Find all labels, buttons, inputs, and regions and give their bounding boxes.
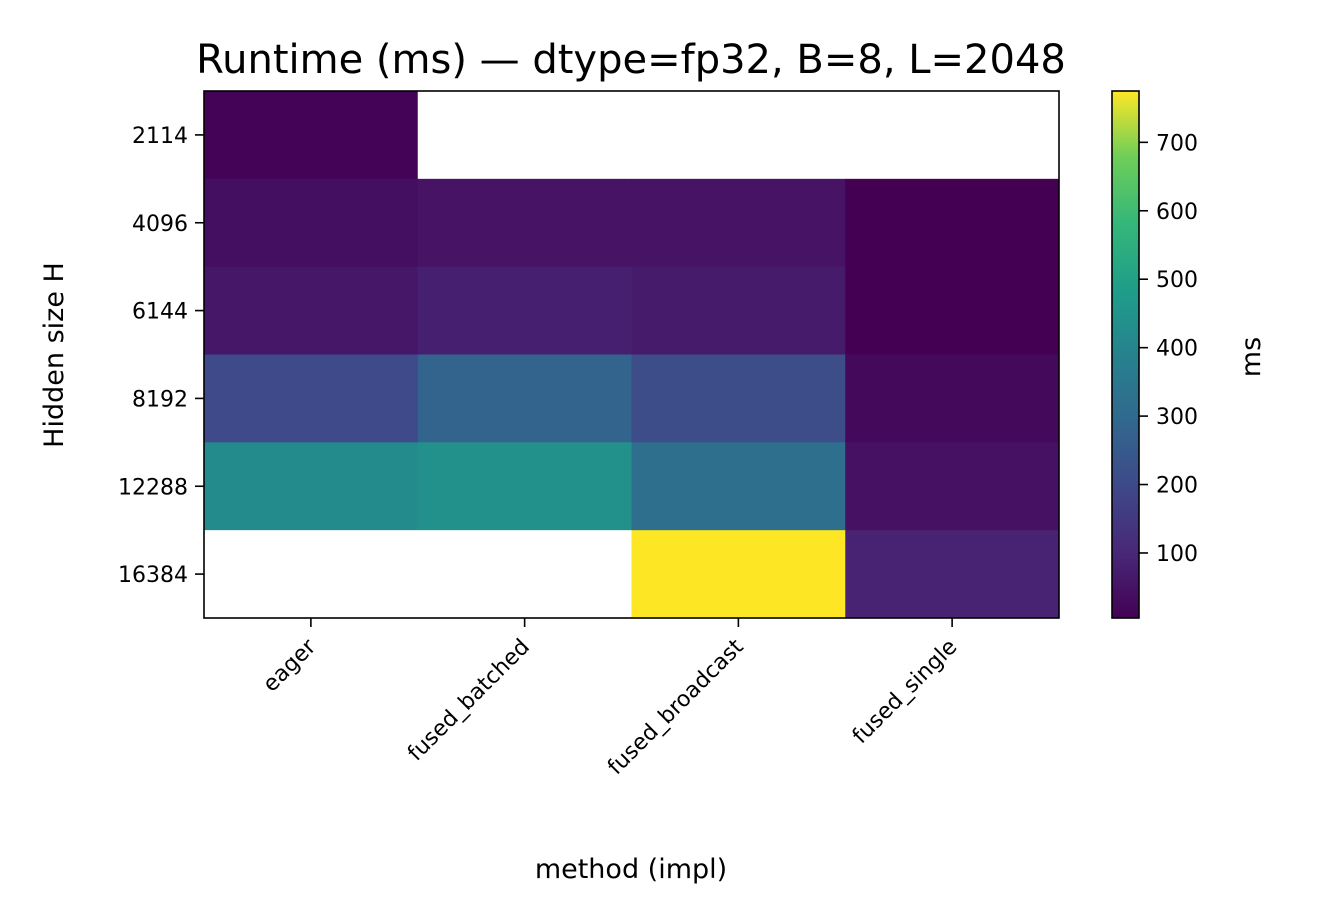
heatmap-cell — [631, 266, 846, 355]
x-axis-ticks: eager fused_batched fused_broadcast fused_s… — [258, 618, 962, 780]
x-tick-label: fused_single — [848, 635, 962, 749]
y-tick-label: 4096 — [132, 212, 188, 237]
heatmap-cell — [204, 354, 419, 443]
y-axis-ticks: 2114 4096 6144 8192 12288 16384 — [118, 124, 204, 588]
x-axis-label: method (impl) — [535, 854, 727, 885]
heatmap-cell — [417, 266, 632, 355]
heatmap-cell — [417, 354, 632, 443]
heatmap-cell — [417, 91, 632, 180]
colorbar-ticks: 100 200 300 400 500 600 700 — [1139, 131, 1198, 567]
heatmap-cell — [204, 178, 419, 268]
heatmap-cell — [417, 442, 632, 531]
heatmap-cell — [204, 442, 419, 531]
y-tick-label: 12288 — [118, 475, 188, 500]
heatmap-cell — [631, 178, 846, 268]
heatmap-cell — [631, 354, 846, 443]
y-tick-label: 6144 — [132, 300, 188, 325]
heatmap-cell — [845, 530, 1060, 619]
colorbar-tick-label: 300 — [1156, 405, 1198, 430]
heatmap-cells — [204, 91, 1060, 619]
colorbar-tick-label: 200 — [1156, 474, 1198, 499]
colorbar-tick-label: 700 — [1156, 131, 1198, 156]
chart-title: Runtime (ms) — dtype=fp32, B=8, L=2048 — [196, 37, 1066, 83]
heatmap-cell — [631, 91, 846, 180]
heatmap-cell — [631, 530, 846, 619]
colorbar-label: ms — [1236, 337, 1267, 377]
colorbar-tick-label: 400 — [1156, 337, 1198, 362]
colorbar-tick-label: 600 — [1156, 200, 1198, 225]
x-tick-label: eager — [258, 634, 321, 697]
heatmap-cell — [417, 178, 632, 268]
colorbar-tick-label: 100 — [1156, 542, 1198, 567]
heatmap-cell — [204, 266, 419, 355]
heatmap-cell — [845, 266, 1060, 355]
heatmap-cell — [417, 530, 632, 619]
heatmap-cell — [845, 354, 1060, 443]
x-tick-label: fused_batched — [403, 635, 535, 767]
y-tick-label: 2114 — [132, 124, 188, 149]
heatmap-cell — [631, 442, 846, 531]
x-tick-label: fused_broadcast — [603, 634, 749, 780]
colorbar-tick-label: 500 — [1156, 268, 1198, 293]
y-tick-label: 16384 — [118, 563, 188, 588]
y-tick-label: 8192 — [132, 387, 188, 412]
heatmap-cell — [204, 530, 419, 619]
heatmap-cell — [204, 91, 419, 180]
heatmap-cell — [845, 442, 1060, 531]
y-axis-label: Hidden size H — [39, 262, 70, 448]
heatmap-cell — [845, 91, 1060, 180]
plot-frame — [203, 90, 1060, 619]
heatmap-cell — [845, 178, 1060, 268]
colorbar — [1111, 90, 1140, 619]
